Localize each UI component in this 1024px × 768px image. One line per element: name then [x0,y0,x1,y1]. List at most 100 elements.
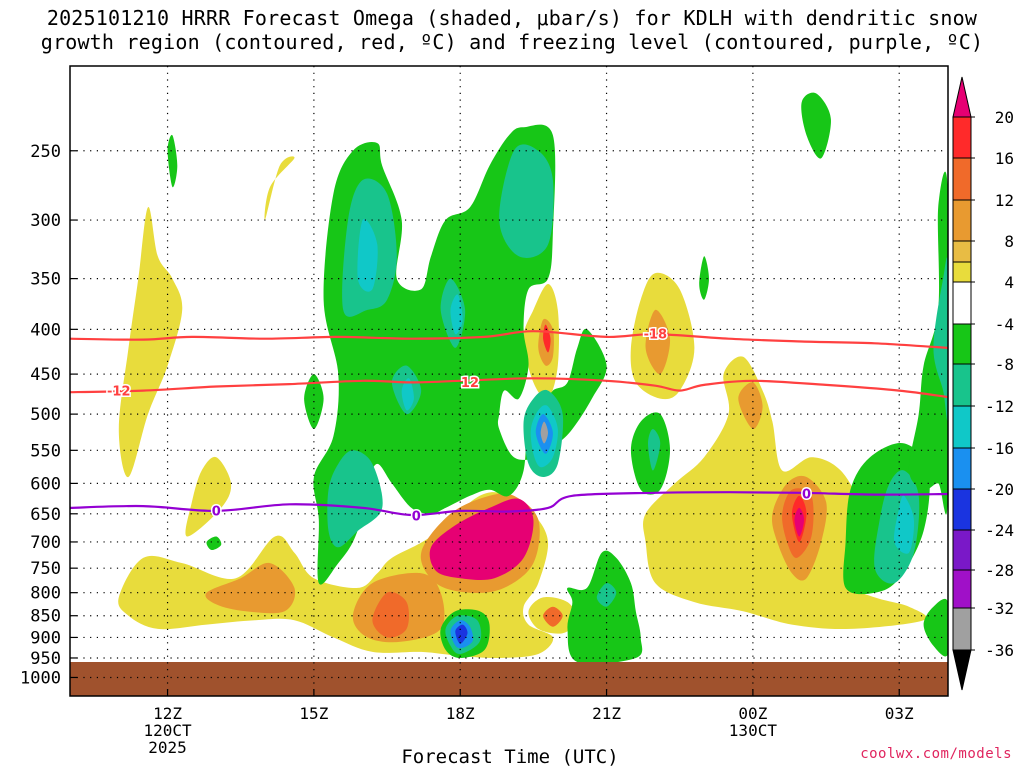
omega-region-1 [185,456,232,537]
omega-region-34 [540,421,548,444]
colorbar-bin-8 [952,405,972,449]
x-axis-title: Forecast Time (UTC) [401,746,619,768]
ground-layer [70,662,948,696]
colorbar-bottom-arrow [952,649,972,691]
colorbar-label-4: 4 [1004,273,1014,292]
colorbar-label-11: -28 [985,561,1014,580]
omega-region-12 [543,606,563,627]
plot-frame [69,65,949,697]
colorbar-bin-3 [952,240,972,263]
y-tick-label-750: 750 [30,559,61,579]
x-tick-label-18-0: 18Z [446,704,475,723]
x-tick-label-21-0: 21Z [592,704,621,723]
credit-label: coolwx.com/models [860,746,1012,762]
y-tick-label-850: 850 [30,607,61,627]
colorbar: 20 16 12 8 4 -4 -8 -12 -16 -20 -24 -28 -32 -36 [952,76,1014,691]
colorbar-label-12: -32 [985,599,1014,618]
omega-region-25 [357,218,378,292]
omega-region-44 [801,92,831,159]
colorbar-label-5: -4 [995,315,1014,334]
contour-line-1 [70,377,948,399]
y-tick-label-650: 650 [30,505,61,525]
omega-region-7 [429,498,534,580]
omega-region-5 [372,591,409,638]
x-tick-label-24-0: 00Z [738,704,767,723]
omega-region-29 [450,294,463,335]
contour-label-2: 12 [461,376,479,391]
colorbar-bin-2 [952,199,972,242]
omega-region-40 [596,583,617,607]
omega-region-13 [264,156,295,221]
x-tick-label-27-0: 03Z [885,704,914,723]
x-tick-label-15-0: 15Z [299,704,328,723]
colorbar-label-6: -8 [995,355,1014,374]
contour-line-0 [70,330,948,349]
x-tick-label-24-1: 130CT [729,721,778,740]
colorbar-bin-12 [952,569,972,609]
omega-region-39 [567,550,643,665]
y-tick-label-600: 600 [30,474,61,494]
colorbar-bin-5 [952,281,972,325]
colorbar-label-3: 8 [1004,232,1014,251]
chart-title: 2025101210 HRRR Forecast Omega (shaded, … [0,6,1024,54]
colorbar-bin-11 [952,529,972,571]
y-axis: 2503003504004505005506006507007508008509… [20,142,77,688]
colorbar-bin-9 [952,447,972,490]
contour-label-3: 0 [212,504,221,519]
omega-region-17 [738,382,763,430]
omega-region-21 [794,507,805,537]
omega-region-27 [401,378,414,411]
y-tick-label-500: 500 [30,405,61,425]
colorbar-label-0: 20 [995,108,1014,127]
y-tick-label-950: 950 [30,649,61,669]
colorbar-bin-4 [952,261,972,283]
omega-shading [118,92,948,665]
colorbar-bin-0 [952,116,972,159]
omega-region-43 [699,256,709,300]
omega-region-49 [933,257,948,421]
omega-region-30 [499,144,554,258]
contour-label-5: 0 [802,488,811,503]
x-tick-label-12-1: 120CT [143,721,192,740]
y-tick-label-450: 450 [30,365,61,385]
colorbar-label-7: -12 [985,397,1014,416]
colorbar-label-2: 12 [995,191,1014,210]
contour-label-0: -18 [644,328,668,343]
temperature-contours: -18 -12 12 0 0 0 [70,326,948,526]
y-tick-label-250: 250 [30,142,61,162]
colorbar-bin-10 [952,488,972,531]
colorbar-bin-6 [952,323,972,365]
y-tick-label-700: 700 [30,533,61,553]
contour-label-1: -12 [107,385,131,400]
y-tick-label-1000: 1000 [20,668,61,688]
title-line-1: 2025101210 HRRR Forecast Omega (shaded, … [46,6,978,30]
omega-region-52 [167,134,178,188]
colorbar-top-arrow [952,76,972,118]
colorbar-label-10: -24 [985,521,1014,540]
colorbar-label-9: -20 [985,480,1014,499]
colorbar-bin-13 [952,607,972,651]
x-tick-label-12-2: 2025 [148,738,187,757]
y-tick-label-400: 400 [30,320,61,340]
colorbar-label-13: -36 [985,641,1014,660]
y-tick-label-300: 300 [30,211,61,231]
contour-label-4: 0 [412,510,421,525]
colorbar-label-1: 16 [995,149,1014,168]
colorbar-bin-7 [952,363,972,407]
omega-region-0 [118,206,183,478]
omega-region-48 [908,171,948,515]
y-tick-label-900: 900 [30,628,61,648]
x-tick-label-12-0: 12Z [153,704,182,723]
title-line-2: growth region (contoured, red, ºC) and f… [40,30,984,54]
contour-line-3 [70,491,948,517]
y-tick-label-800: 800 [30,584,61,604]
omega-region-50 [923,598,948,657]
omega-region-3 [205,562,296,614]
omega-region-23 [327,450,383,548]
omega-region-47 [893,495,915,554]
y-tick-label-550: 550 [30,441,61,461]
omega-region-53 [206,536,222,551]
omega-region-15 [645,309,671,375]
